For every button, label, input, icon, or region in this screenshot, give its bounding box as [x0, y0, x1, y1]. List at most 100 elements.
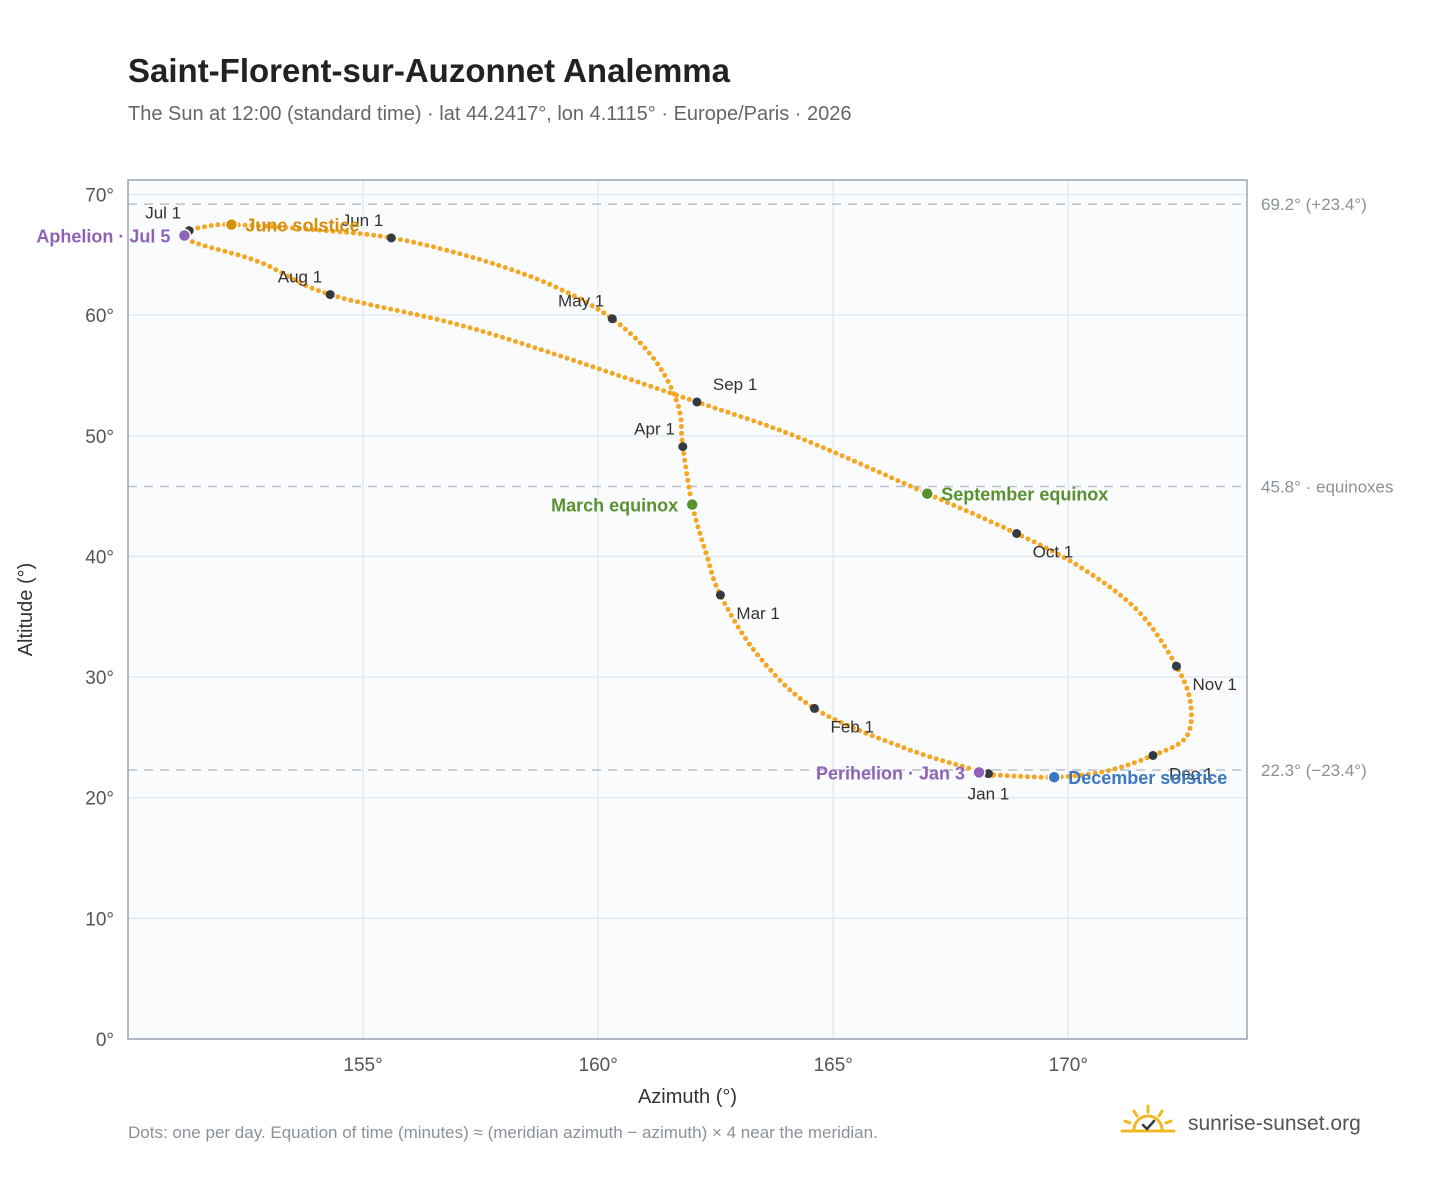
daily-sun-dot	[658, 367, 664, 373]
daily-sun-dot	[509, 267, 515, 273]
event-marker	[1047, 770, 1061, 784]
month-marker	[386, 233, 396, 243]
daily-sun-dot	[1004, 773, 1010, 779]
daily-sun-dot	[789, 432, 795, 438]
daily-sun-dot	[946, 760, 952, 766]
daily-sun-dot	[215, 222, 221, 228]
daily-sun-dot	[1106, 768, 1111, 774]
daily-sun-dot	[309, 285, 315, 291]
daily-sun-dot	[1158, 638, 1164, 644]
daily-sun-dot	[1118, 592, 1123, 598]
sun-check-logo-icon	[1120, 1104, 1176, 1133]
month-marker	[1012, 528, 1022, 538]
daily-sun-dot	[269, 224, 275, 230]
daily-sun-dot	[1125, 762, 1131, 768]
daily-sun-dot	[701, 543, 707, 549]
daily-sun-dot	[1179, 673, 1185, 679]
daily-sun-dot	[344, 229, 350, 235]
daily-sun-dot	[1025, 536, 1031, 542]
chart-subtitle: The Sun at 12:00 (standard time) · lat 4…	[128, 103, 852, 125]
daily-sun-dot	[719, 407, 724, 413]
month-marker	[809, 703, 819, 713]
daily-sun-dot	[368, 302, 374, 308]
daily-sun-dot	[565, 290, 571, 296]
brand-logo[interactable]: sunrise-sunset.org	[1120, 1102, 1361, 1146]
daily-sun-dot	[1163, 747, 1169, 753]
daily-sun-dot	[820, 445, 826, 451]
event-label: Perihelion · Jan 3	[816, 763, 965, 783]
daily-sun-dot	[609, 370, 615, 376]
x-tick-label: 155°	[343, 1055, 382, 1076]
daily-sun-dot	[970, 510, 975, 516]
daily-sun-dot	[725, 606, 731, 612]
daily-sun-dot	[876, 469, 882, 475]
daily-sun-dot	[707, 563, 713, 569]
daily-sun-dot	[679, 430, 685, 436]
daily-sun-dot	[262, 223, 268, 229]
daily-sun-dot	[951, 502, 957, 508]
daily-sun-dot	[189, 239, 195, 245]
daily-sun-dot	[635, 379, 641, 385]
plot-area	[128, 180, 1247, 1039]
daily-sun-dot	[506, 336, 512, 342]
daily-sun-dot	[803, 700, 809, 705]
daily-sun-dot	[703, 550, 709, 556]
daily-sun-dot	[276, 224, 282, 230]
daily-sun-dot	[541, 279, 546, 285]
daily-sun-dot	[470, 255, 476, 260]
daily-sun-dot	[1092, 770, 1098, 776]
daily-sun-dot	[261, 261, 267, 267]
daily-sun-dot	[577, 296, 583, 302]
daily-sun-dot	[914, 749, 920, 755]
daily-sun-dot	[851, 725, 856, 731]
event-markers: March equinox September equinox June solst…	[36, 216, 1227, 789]
daily-sun-dot	[538, 347, 544, 353]
daily-sun-dot	[279, 270, 285, 276]
daily-sun-dot	[558, 353, 564, 359]
daily-sun-dot	[770, 425, 776, 431]
daily-sun-dot	[651, 355, 657, 361]
daily-sun-dot	[1007, 527, 1013, 533]
daily-sun-dot	[616, 373, 622, 378]
daily-sun-dot	[646, 350, 652, 356]
daily-sun-dot	[667, 390, 673, 396]
x-tick-label: 170°	[1049, 1055, 1088, 1076]
daily-sun-dot	[757, 420, 763, 426]
month-markers: Jan 1 Feb 1 Mar 1 Apr 1 May 1 Jun 1 Jul 1 Aug 1…	[145, 204, 1237, 804]
daily-sun-dot	[1067, 558, 1073, 564]
daily-sun-dot	[1165, 649, 1171, 655]
daily-sun-dot	[895, 478, 901, 484]
daily-sun-dot	[1101, 580, 1107, 586]
daily-sun-dot	[355, 299, 360, 305]
event-label: December solstice	[1068, 768, 1227, 788]
daily-sun-dot	[1025, 774, 1030, 780]
daily-sun-dot	[845, 456, 851, 461]
daily-sun-dot	[235, 252, 241, 258]
daily-sun-dot	[820, 710, 826, 716]
daily-sun-dot	[583, 362, 589, 368]
daily-sun-dot	[684, 471, 690, 477]
daily-sun-dot	[525, 343, 531, 349]
daily-sun-dot	[1175, 741, 1181, 747]
daily-sun-dot	[743, 636, 748, 641]
daily-sun-dot	[374, 303, 380, 309]
daily-sun-dot	[712, 405, 718, 411]
daily-sun-dot	[401, 309, 407, 315]
daily-sun-dot	[940, 758, 946, 764]
daily-sun-dot	[248, 256, 254, 262]
daily-sun-dot	[1181, 737, 1186, 743]
daily-sun-dot	[493, 332, 499, 338]
reference-line-label: 45.8° · equinoxes	[1261, 477, 1394, 496]
daily-sun-dot	[290, 225, 295, 231]
daily-sun-dot	[699, 537, 705, 543]
daily-sun-dot	[196, 241, 202, 247]
daily-sun-dot	[283, 225, 289, 230]
daily-sun-dot	[744, 416, 750, 422]
daily-sun-dot	[777, 677, 783, 683]
daily-sun-dot	[637, 340, 643, 346]
daily-sun-dot	[460, 323, 466, 329]
daily-sun-dot	[447, 320, 453, 326]
daily-sun-dot	[515, 269, 521, 275]
daily-sun-dot	[496, 263, 502, 268]
event-marker	[972, 765, 986, 780]
